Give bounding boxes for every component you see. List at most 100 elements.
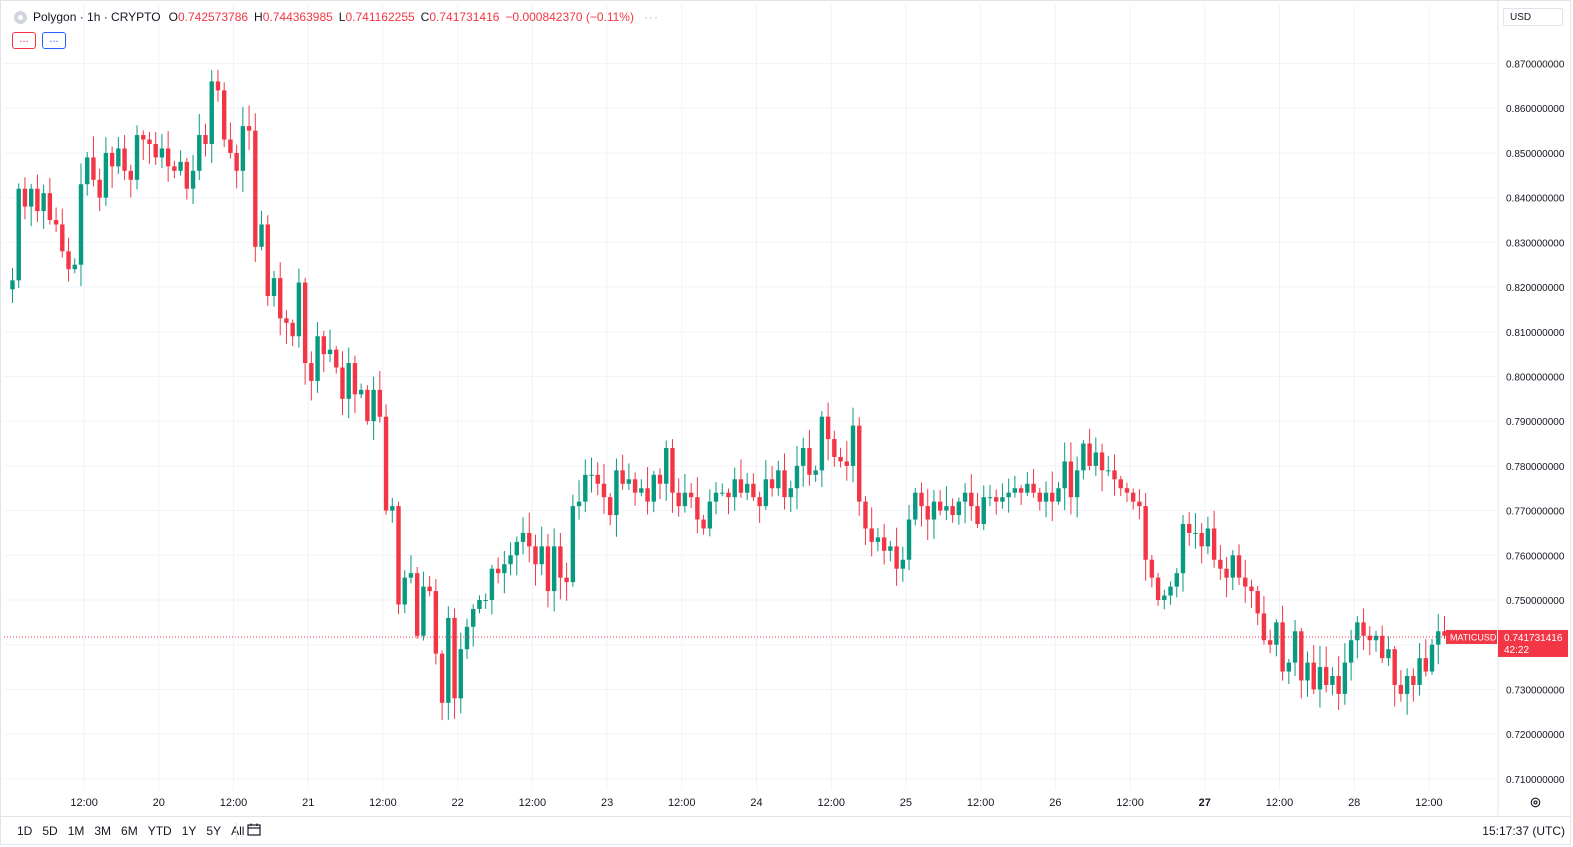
candle-body bbox=[1274, 622, 1279, 645]
candle-body bbox=[857, 425, 862, 502]
candle-body bbox=[1243, 577, 1248, 587]
candle-body bbox=[558, 546, 563, 578]
time-range-1m[interactable]: 1M bbox=[67, 824, 85, 838]
symbol-tag-label: MATICUSD bbox=[1450, 632, 1497, 642]
candle-body bbox=[1012, 488, 1018, 493]
candle-body bbox=[427, 586, 432, 592]
utc-clock[interactable]: 15:17:37 (UTC) bbox=[1482, 824, 1565, 838]
candle-body bbox=[1174, 573, 1179, 587]
indicator-button-2[interactable]: ... bbox=[42, 32, 66, 49]
x-tick-label: 12:00 bbox=[70, 797, 98, 809]
candle-body bbox=[128, 170, 133, 180]
candle-body bbox=[720, 492, 725, 494]
candle-body bbox=[35, 188, 40, 212]
candle-body bbox=[147, 139, 152, 144]
candle-body bbox=[1236, 555, 1242, 578]
candle-body bbox=[97, 179, 102, 198]
candle-body bbox=[215, 81, 221, 91]
candle-body bbox=[576, 501, 582, 507]
candle-body bbox=[1386, 649, 1391, 659]
candle-body bbox=[664, 448, 669, 484]
calendar-goto-icon[interactable] bbox=[247, 823, 261, 836]
x-tick-label: 12:00 bbox=[1415, 797, 1443, 809]
candle-body bbox=[1112, 470, 1117, 480]
candle-body bbox=[141, 135, 146, 140]
candle-body bbox=[925, 506, 930, 520]
candle-body bbox=[614, 470, 619, 516]
candle-body bbox=[421, 586, 426, 636]
time-range-1d[interactable]: 1D bbox=[17, 824, 33, 838]
candle-body bbox=[1392, 649, 1397, 685]
candle-body bbox=[1355, 622, 1360, 641]
y-tick-label: 0.760000000 bbox=[1506, 551, 1565, 562]
high-value: 0.744363985 bbox=[262, 10, 333, 24]
candle-body bbox=[1218, 559, 1223, 569]
y-tick-label: 0.810000000 bbox=[1506, 328, 1565, 339]
candle-body bbox=[589, 474, 594, 476]
candle-body bbox=[975, 506, 980, 524]
candle-body bbox=[645, 488, 650, 502]
candle-body bbox=[1442, 631, 1447, 636]
candle-body bbox=[446, 617, 451, 703]
open-label: O bbox=[168, 10, 178, 24]
candle-body bbox=[1081, 443, 1086, 471]
candle-body bbox=[813, 470, 818, 475]
symbol-legend: Polygon · 1h · CRYPTO O 0.742573786 H 0.74… bbox=[14, 10, 659, 24]
candle-body bbox=[1018, 488, 1024, 493]
candle-body bbox=[875, 537, 881, 542]
candle-body bbox=[1130, 492, 1136, 502]
candle-body bbox=[825, 416, 831, 440]
time-range-6m[interactable]: 6M bbox=[121, 824, 138, 838]
settings-gear-icon[interactable] bbox=[1529, 796, 1542, 809]
candle-body bbox=[1404, 676, 1410, 694]
candle-body bbox=[377, 389, 383, 417]
candle-body bbox=[869, 528, 874, 542]
candle-body bbox=[1155, 577, 1161, 600]
currency-selector[interactable]: USD bbox=[1503, 8, 1563, 26]
time-range-5y[interactable]: 5Y bbox=[206, 824, 222, 838]
candle-body bbox=[1423, 658, 1429, 672]
candle-body bbox=[527, 532, 532, 547]
candle-body bbox=[1436, 631, 1441, 645]
x-tick-label: 12:00 bbox=[967, 797, 995, 809]
y-tick-label: 0.730000000 bbox=[1506, 685, 1565, 696]
candle-body bbox=[471, 608, 476, 627]
candle-body bbox=[701, 519, 706, 529]
bottom-toolbar: 1D 5D 1M 3M 6M YTD 1Y 5Y All 15:17:37 (UTC) bbox=[0, 816, 1571, 845]
time-range-all[interactable]: All bbox=[231, 824, 245, 838]
candle-body bbox=[259, 224, 264, 247]
candle-body bbox=[346, 363, 351, 399]
change-value: −0.000842370 (−0.11%) bbox=[505, 10, 634, 24]
symbol-title[interactable]: Polygon · 1h · CRYPTO bbox=[33, 10, 161, 24]
time-range-5d[interactable]: 5D bbox=[42, 824, 58, 838]
candle-body bbox=[595, 474, 600, 484]
candle-body bbox=[116, 148, 121, 167]
legend-more-icon[interactable]: ··· bbox=[643, 10, 659, 24]
candle-body bbox=[533, 546, 538, 565]
candle-body bbox=[657, 474, 663, 484]
time-range-ytd[interactable]: YTD bbox=[147, 824, 172, 838]
candle-body bbox=[1050, 492, 1055, 502]
candle-body bbox=[28, 188, 34, 207]
candle-body bbox=[969, 492, 974, 507]
candle-body bbox=[1323, 667, 1329, 685]
time-range-3m[interactable]: 3M bbox=[94, 824, 112, 838]
candle-body bbox=[1031, 483, 1036, 493]
candle-body bbox=[944, 506, 949, 511]
low-value: 0.741162255 bbox=[345, 10, 415, 24]
candle-body bbox=[203, 135, 208, 144]
low-label: L bbox=[338, 10, 346, 24]
polygon-logo-icon bbox=[14, 10, 27, 24]
y-tick-label: 0.770000000 bbox=[1506, 507, 1565, 518]
candle-body bbox=[1255, 591, 1260, 614]
x-tick-label: 26 bbox=[1049, 797, 1061, 809]
candle-body bbox=[47, 193, 53, 220]
indicator-button-1[interactable]: ... bbox=[12, 32, 36, 49]
price-tag-value: 0.741731416 bbox=[1504, 633, 1563, 644]
candle-body bbox=[78, 184, 84, 265]
candle-body bbox=[197, 135, 202, 171]
y-tick-label: 0.870000000 bbox=[1506, 60, 1565, 71]
time-range-1y[interactable]: 1Y bbox=[181, 824, 197, 838]
candle-body bbox=[1342, 662, 1348, 694]
